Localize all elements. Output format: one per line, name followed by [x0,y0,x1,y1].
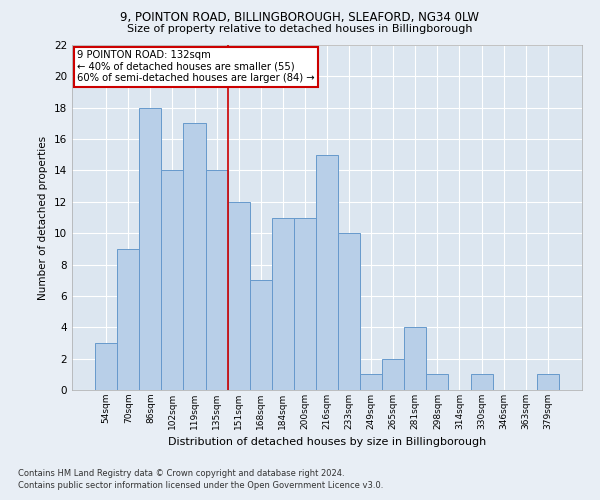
Text: Size of property relative to detached houses in Billingborough: Size of property relative to detached ho… [127,24,473,34]
X-axis label: Distribution of detached houses by size in Billingborough: Distribution of detached houses by size … [168,438,486,448]
Text: Contains HM Land Registry data © Crown copyright and database right 2024.: Contains HM Land Registry data © Crown c… [18,468,344,477]
Bar [427,374,448,390]
Bar [382,358,404,390]
Bar [227,202,250,390]
Text: 9, POINTON ROAD, BILLINGBOROUGH, SLEAFORD, NG34 0LW: 9, POINTON ROAD, BILLINGBOROUGH, SLEAFOR… [121,11,479,24]
Text: 9 POINTON ROAD: 132sqm
← 40% of detached houses are smaller (55)
60% of semi-det: 9 POINTON ROAD: 132sqm ← 40% of detached… [77,50,315,84]
Bar [95,343,117,390]
Bar [117,249,139,390]
Bar [272,218,294,390]
Bar [537,374,559,390]
Bar [338,233,360,390]
Y-axis label: Number of detached properties: Number of detached properties [38,136,49,300]
Bar [206,170,227,390]
Bar [470,374,493,390]
Bar [294,218,316,390]
Bar [316,155,338,390]
Bar [404,328,427,390]
Bar [360,374,382,390]
Bar [184,124,206,390]
Bar [139,108,161,390]
Bar [161,170,184,390]
Bar [250,280,272,390]
Text: Contains public sector information licensed under the Open Government Licence v3: Contains public sector information licen… [18,481,383,490]
